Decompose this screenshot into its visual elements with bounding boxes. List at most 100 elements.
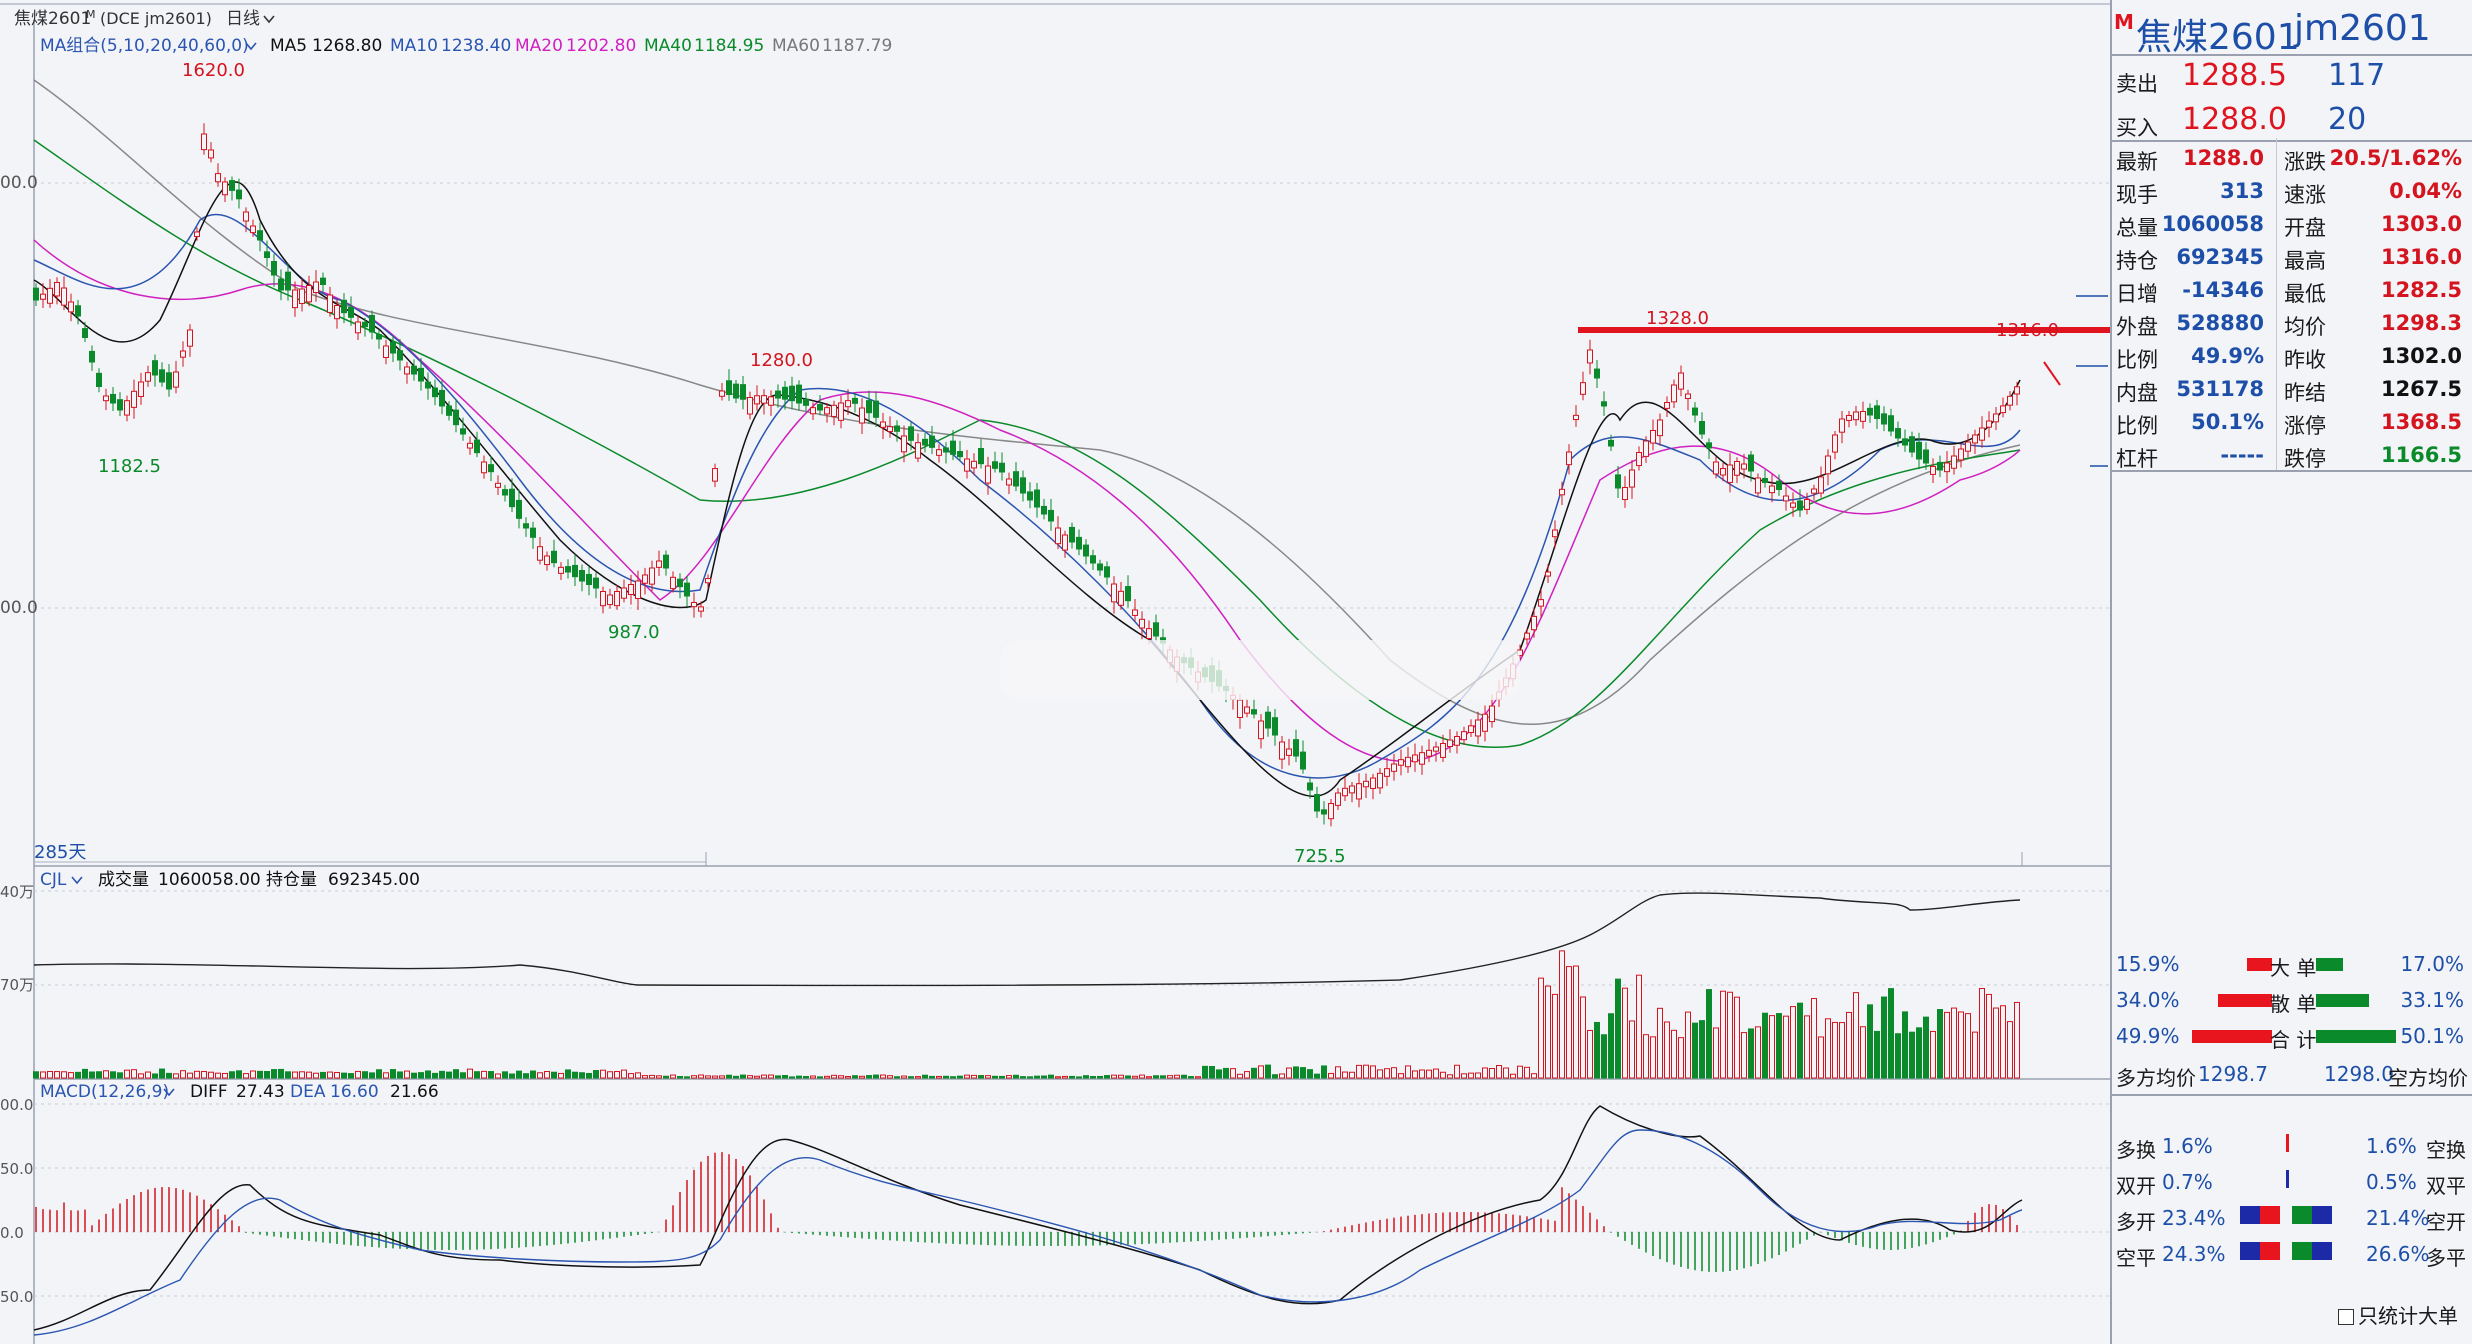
- candle: [1727, 464, 1733, 483]
- candle: [1398, 759, 1404, 766]
- volume-indicator-label[interactable]: CJL: [40, 870, 67, 890]
- price-axis-label: 00.0: [0, 598, 38, 618]
- volume-bar: [1097, 1075, 1103, 1079]
- volume-bar: [299, 1071, 305, 1079]
- quote-label: 昨结: [2284, 381, 2326, 405]
- flow-right-value: 17.0%: [2400, 952, 2464, 976]
- candle: [390, 341, 396, 354]
- macd-axis-label: 00.0: [0, 1096, 33, 1114]
- candle: [684, 582, 690, 597]
- title-mark: M: [86, 8, 96, 21]
- candle: [341, 299, 347, 314]
- volume-bar: [418, 1072, 424, 1079]
- bid-row[interactable]: 买入 1288.0 20: [2112, 100, 2472, 142]
- volume-bar: [173, 1073, 179, 1079]
- volume-bar: [208, 1071, 214, 1079]
- avg-price-row: 多方均价 1298.7 1298.0 空方均价: [2112, 1058, 2472, 1090]
- candle: [1615, 474, 1621, 489]
- candle: [1629, 469, 1635, 488]
- candle: [1755, 477, 1761, 494]
- volume-bar: [285, 1071, 291, 1079]
- quote-label: 比例: [2116, 414, 2158, 438]
- ma5-name: MA5: [270, 36, 307, 56]
- candle: [817, 404, 823, 411]
- volume-bar: [1902, 1011, 1908, 1079]
- volume-bar: [1398, 1073, 1404, 1079]
- bid-label: 买入: [2116, 116, 2158, 140]
- quote-label: 杠杆: [2116, 447, 2158, 471]
- candle: [1881, 413, 1887, 425]
- quote-row: 内盘 531178 昨结 1267.5: [2112, 373, 2472, 405]
- candle: [362, 321, 368, 328]
- ask-row[interactable]: 卖出 1288.5 117: [2112, 56, 2472, 98]
- flow-left-value: 15.9%: [2116, 952, 2180, 976]
- volume-bar: [1013, 1074, 1019, 1079]
- volume-bar: [1391, 1067, 1397, 1079]
- volume-bar: [320, 1071, 326, 1079]
- volume-bar: [936, 1075, 942, 1079]
- candle: [1090, 555, 1096, 564]
- volume-bar: [1419, 1069, 1425, 1079]
- volume-bar: [1489, 1068, 1495, 1079]
- volume-bar: [82, 1068, 88, 1079]
- candle: [1300, 751, 1306, 770]
- chevron-down-icon[interactable]: [263, 15, 275, 24]
- quote-value: 1303.0: [2380, 212, 2462, 236]
- volume-bar: [1188, 1076, 1194, 1079]
- macd-indicator-label[interactable]: MACD(12,26,9): [40, 1082, 169, 1102]
- candle: [1916, 441, 1922, 460]
- ma40-name: MA40: [644, 36, 692, 56]
- flow-right-value: 50.1%: [2400, 1024, 2464, 1048]
- candle: [75, 305, 81, 317]
- volume-bar: [1314, 1073, 1320, 1079]
- candle: [1454, 736, 1460, 746]
- chevron-down-icon[interactable]: [245, 42, 257, 51]
- chevron-down-icon[interactable]: [71, 876, 83, 885]
- candle: [1769, 485, 1775, 494]
- volume-bar: [796, 1075, 802, 1079]
- candle: [327, 294, 333, 313]
- volume-bar: [712, 1075, 718, 1079]
- volume-bar: [1426, 1069, 1432, 1079]
- volume-bar: [1734, 996, 1740, 1079]
- volume-bar: [866, 1075, 872, 1079]
- volume-bar: [362, 1071, 368, 1079]
- candle: [82, 328, 88, 338]
- volume-bar: [1384, 1068, 1390, 1079]
- candle: [572, 564, 578, 578]
- quote-value: -----: [2220, 443, 2264, 467]
- divider: [2112, 1094, 2472, 1096]
- volume-bar: [803, 1076, 809, 1079]
- volume-bar: [278, 1068, 284, 1079]
- volume-bar: [1993, 1007, 1999, 1079]
- candle: [971, 460, 977, 469]
- volume-bar: [509, 1073, 515, 1079]
- volume-bar: [1118, 1074, 1124, 1079]
- volume-bar: [502, 1071, 508, 1079]
- period-selector[interactable]: 日线: [226, 9, 260, 29]
- volume-bar: [1797, 1002, 1803, 1079]
- candle: [768, 396, 774, 406]
- checkbox[interactable]: [2338, 1309, 2354, 1325]
- volume-bar: [1160, 1075, 1166, 1079]
- candle: [1314, 794, 1320, 812]
- candle: [1048, 509, 1054, 522]
- quote-value: 692345: [2176, 245, 2264, 269]
- avg-long-label: 多方均价: [2116, 1066, 2196, 1090]
- chevron-down-icon[interactable]: [163, 1088, 175, 1097]
- flow-left-value: 34.0%: [2116, 988, 2180, 1012]
- volume-bar: [96, 1071, 102, 1079]
- quote-panel: M 焦煤2601 jm2601 卖出 1288.5 117 买入 1288.0 …: [2110, 0, 2472, 1344]
- candle: [411, 365, 417, 375]
- candle: [1293, 739, 1299, 757]
- large-order-filter[interactable]: 只统计大单: [2338, 1300, 2458, 1329]
- kline-chart[interactable]: 00.0 00.0 焦煤2601 M (DCE jm2601) 日线 MA组合(…: [0, 0, 2110, 1344]
- candle: [376, 334, 382, 340]
- diff-value: 27.43: [236, 1082, 285, 1102]
- flow-label: 合 计: [2270, 1028, 2317, 1052]
- pos-right-value: 26.6%: [2366, 1242, 2430, 1266]
- volume-bar: [614, 1071, 620, 1079]
- quote-value: 20.5/1.62%: [2329, 146, 2462, 170]
- candle: [47, 287, 53, 304]
- pos-square: [2312, 1242, 2332, 1260]
